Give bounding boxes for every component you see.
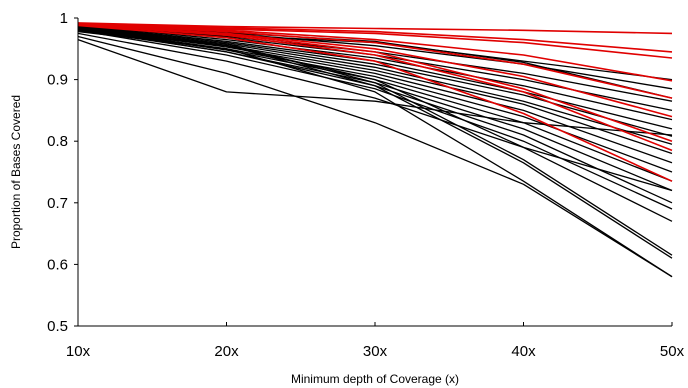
series-line-7 bbox=[77, 26, 673, 145]
series-line-20 bbox=[77, 35, 673, 278]
y-tick-label: 1 bbox=[60, 10, 68, 27]
x-tick-label: 20x bbox=[214, 343, 239, 360]
series-line-31 bbox=[77, 24, 673, 152]
y-tick-label: 0.9 bbox=[47, 72, 68, 89]
y-tick-label: 0.5 bbox=[47, 318, 68, 335]
series-line-21 bbox=[77, 38, 673, 136]
series-line-27 bbox=[77, 23, 673, 82]
x-tick-label: 40x bbox=[511, 343, 536, 360]
y-tick-label: 0.7 bbox=[47, 195, 68, 212]
series-line-16 bbox=[77, 29, 673, 256]
y-tick-labels: 0.5 0.6 0.7 0.8 0.9 1 bbox=[47, 10, 68, 335]
y-tick-label: 0.6 bbox=[47, 256, 68, 273]
series-layer bbox=[77, 22, 673, 278]
series-line-26 bbox=[77, 22, 673, 59]
series-line-14 bbox=[77, 29, 673, 210]
x-tick-labels: 10x 20x 30x 40x 50x bbox=[66, 343, 685, 360]
series-line-10 bbox=[77, 27, 673, 173]
x-tick-label: 10x bbox=[66, 343, 91, 360]
y-axis-title: Proportion of Bases Covered bbox=[9, 95, 23, 249]
axes bbox=[74, 17, 673, 327]
series-line-4 bbox=[77, 24, 673, 121]
series-line-28 bbox=[77, 23, 673, 99]
x-axis-title: Minimum depth of Coverage (x) bbox=[291, 372, 459, 386]
series-line-18 bbox=[77, 30, 673, 278]
x-tick-label: 50x bbox=[660, 343, 685, 360]
x-tick-label: 30x bbox=[363, 343, 388, 360]
y-tick-label: 0.8 bbox=[47, 133, 68, 150]
series-line-24 bbox=[77, 22, 673, 35]
series-line-32 bbox=[77, 24, 673, 182]
series-line-19 bbox=[77, 32, 673, 192]
series-line-17 bbox=[77, 29, 673, 259]
series-line-6 bbox=[77, 25, 673, 137]
